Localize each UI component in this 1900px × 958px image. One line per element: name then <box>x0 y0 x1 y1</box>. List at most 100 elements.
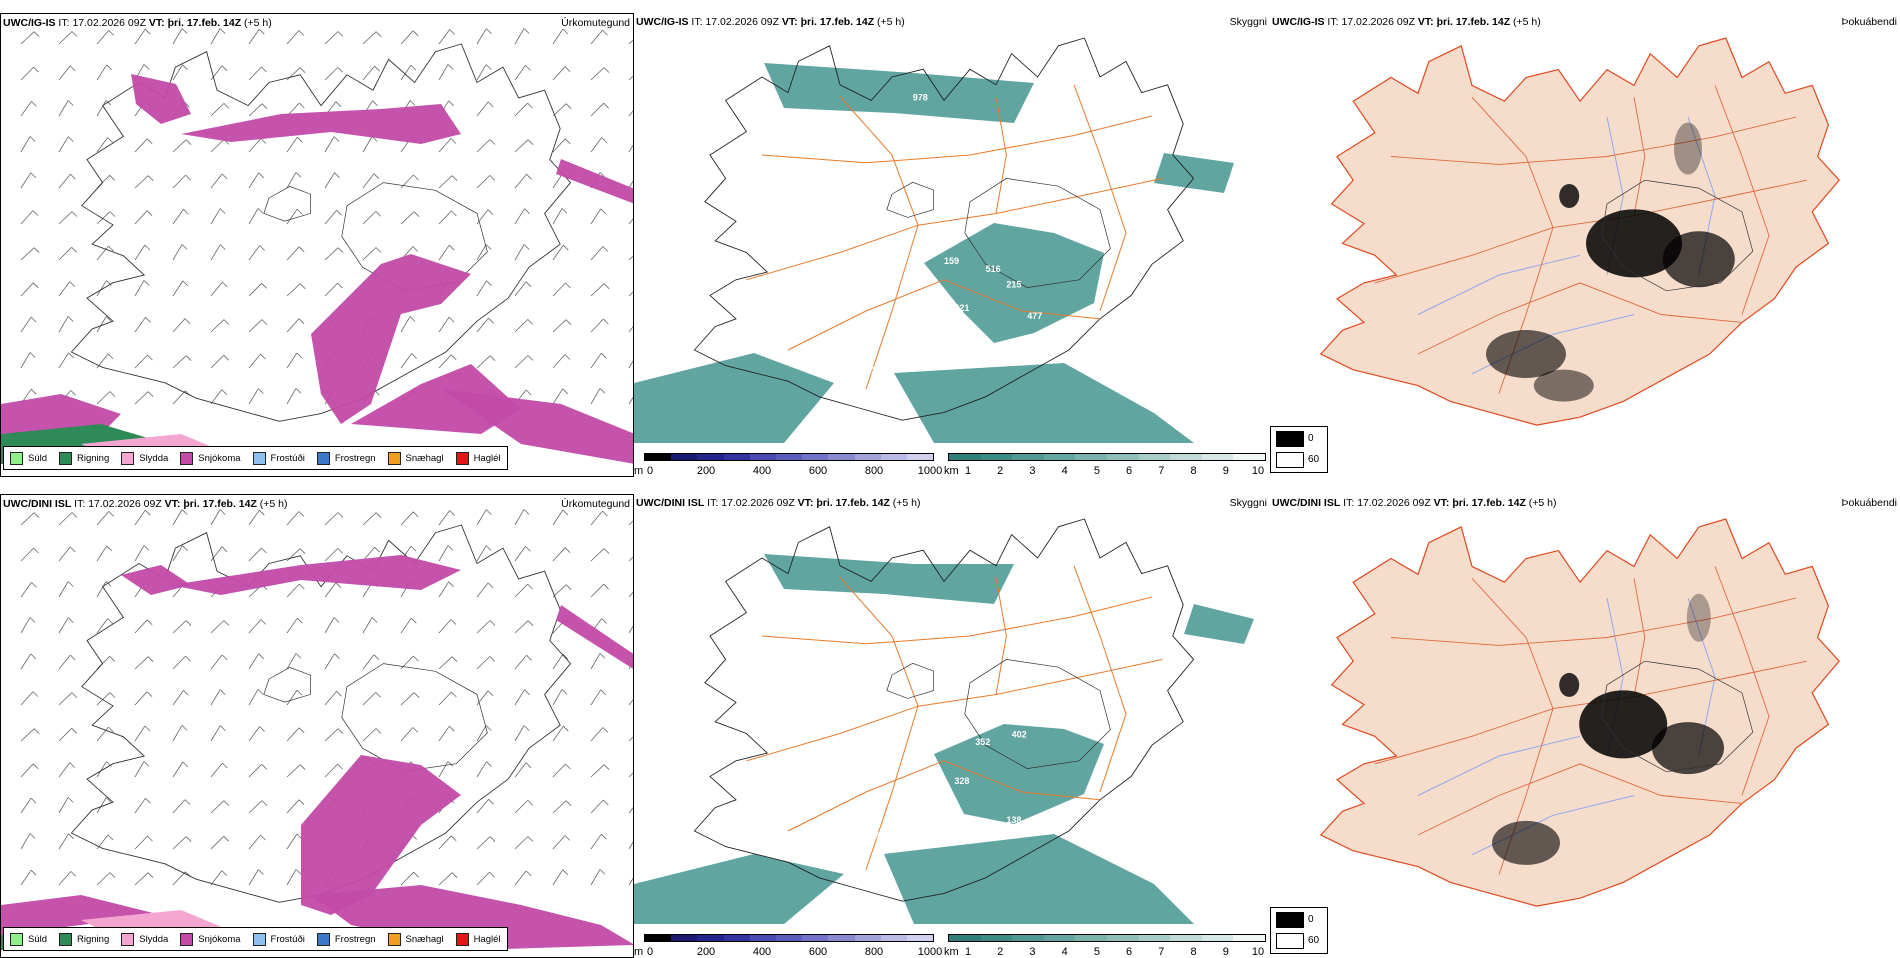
visibility-colorbar: km 1 2 3 4 5 6 7 8 9 10 <box>944 931 1270 958</box>
legend-item: Haglél <box>455 932 501 946</box>
legend-swatch <box>316 932 330 946</box>
legend-label: Snjókoma <box>198 933 241 945</box>
visibility-unit: km <box>944 946 959 958</box>
visibility-colorbar: km 1 2 3 4 5 6 7 8 9 10 <box>944 450 1270 477</box>
legend-swatch <box>121 932 135 946</box>
visibility-tick: 4 <box>1061 465 1068 477</box>
legend-label: Snæhagl <box>405 933 444 945</box>
legend-swatch <box>59 451 73 465</box>
ceiling-tick: 400 <box>752 946 772 958</box>
legend-swatch <box>252 451 266 465</box>
visibility-tick: 4 <box>1061 946 1068 958</box>
visibility-tick: 10 <box>1251 946 1265 958</box>
visibility-value-label: 162 <box>871 862 886 872</box>
visibility-tick: 1 <box>964 465 972 477</box>
legend-label: Frostúði <box>270 933 305 945</box>
legend-swatch <box>252 932 266 946</box>
ceiling-tick: 600 <box>808 946 828 958</box>
ceiling-tick: 200 <box>696 946 716 958</box>
legend-swatch <box>59 932 73 946</box>
visibility-tick: 8 <box>1190 946 1197 958</box>
visibility-tick: 5 <box>1093 946 1100 958</box>
ceiling-tick: 200 <box>696 465 716 477</box>
legend-label: Haglél <box>473 933 501 945</box>
fog-map <box>1319 37 1841 426</box>
fog-legend: 0 60 <box>1270 426 1328 473</box>
visibility-unit: km <box>944 465 959 477</box>
legend-swatch <box>316 451 330 465</box>
ceiling-tick: 0 <box>646 946 654 958</box>
visibility-tick: 3 <box>1029 946 1036 958</box>
precip-type-panel: UWC/IG-IS IT: 17.02.2026 09Z VT: þri. 17… <box>0 13 634 477</box>
visibility-value-label: 477 <box>1027 311 1042 321</box>
visibility-value-label: 402 <box>1012 729 1027 739</box>
visibility-value-label: 414 <box>1012 338 1027 348</box>
legend-swatch <box>10 932 23 946</box>
legend-item: Slydda <box>121 932 168 946</box>
legend-label: Frostúði <box>270 452 305 464</box>
precip-map <box>1 28 633 464</box>
ceiling-colorbar-strip <box>644 934 934 942</box>
visibility-tick: 2 <box>997 946 1004 958</box>
legend-label: Rigning <box>77 452 110 464</box>
legend-label: Rigning <box>77 933 110 945</box>
visibility-title: Skyggni <box>1229 497 1267 509</box>
legend-swatch <box>455 932 469 946</box>
visibility-value-label: 58 <box>861 389 871 399</box>
precip-legend: Súld Rigning Slydda Snjókoma Frostúði Frostre… <box>3 927 508 951</box>
ceiling-tick: 0 <box>646 465 654 477</box>
legend-swatch <box>455 451 469 465</box>
visibility-value-label: 159 <box>944 256 959 266</box>
visibility-tick: 8 <box>1190 465 1197 477</box>
legend-item: Snjókoma <box>180 451 241 465</box>
legend-label: Súld <box>28 452 48 464</box>
legend-label: Frostregn <box>334 933 376 945</box>
ceiling-colorbar: m 0 200 400 600 800 1000 <box>634 931 944 958</box>
fog-title: Þokuábendi <box>1841 16 1897 28</box>
ceiling-colorbar-strip <box>644 453 934 461</box>
visibility-colorbar-strip <box>948 453 1266 461</box>
fog-panel: UWC/DINI ISL IT: 17.02.2026 09Z VT: þri.… <box>1270 494 1900 958</box>
legend-swatch <box>387 451 401 465</box>
ceiling-tick: 1000 <box>917 946 943 958</box>
legend-label: Frostregn <box>334 452 376 464</box>
visibility-value-label: 328 <box>954 776 969 786</box>
panel-title: UWC/IG-IS IT: 17.02.2026 09Z VT: þri. 17… <box>1272 16 1541 28</box>
visibility-tick: 3 <box>1029 465 1036 477</box>
visibility-value-label: 978 <box>913 92 928 102</box>
legend-item: Haglél <box>455 451 501 465</box>
visibility-value-label: 274 <box>871 365 886 375</box>
visibility-map: 209 202 352 402 328 693 225 138 162 <box>634 518 1254 924</box>
precip-legend: Súld Rigning Slydda Snjókoma Frostúði Frostre… <box>3 446 508 470</box>
fog-title: Þokuábendi <box>1841 497 1897 509</box>
visibility-panel: UWC/DINI ISL IT: 17.02.2026 09Z VT: þri.… <box>634 494 1270 958</box>
legend-item: Frostúði <box>252 451 305 465</box>
ceiling-unit: m <box>634 465 644 477</box>
visibility-value-label: 828 <box>954 326 969 336</box>
visibility-value-label: 693 <box>892 811 907 821</box>
legend-label: Haglél <box>473 452 501 464</box>
legend-item: Frostregn <box>316 451 376 465</box>
legend-item: Súld <box>10 451 48 465</box>
legend-swatch <box>387 932 401 946</box>
ceiling-tick: 400 <box>752 465 772 477</box>
panel-title: UWC/DINI ISL IT: 17.02.2026 09Z VT: þri.… <box>636 497 921 509</box>
visibility-colorbar-strip <box>948 934 1266 942</box>
fog-legend: 0 60 <box>1270 907 1328 954</box>
legend-label: Snjókoma <box>198 452 241 464</box>
legend-item: Frostúði <box>252 932 305 946</box>
ceiling-colorbar: m 0 200 400 600 800 1000 <box>634 450 944 477</box>
visibility-map: 978 58 159 516 215 221 477 828 414 274 906 58 <box>634 37 1234 443</box>
legend-label: Súld <box>28 933 48 945</box>
ceiling-tick: 800 <box>864 946 884 958</box>
visibility-value-label: 209 <box>897 714 912 724</box>
legend-item: Slydda <box>121 451 169 465</box>
ceiling-tick: 1000 <box>917 465 943 477</box>
legend-item: Súld <box>10 932 48 946</box>
legend-swatch <box>121 451 135 465</box>
visibility-title: Skyggni <box>1229 16 1267 28</box>
legend-label: Snæhagl <box>405 452 444 464</box>
visibility-tick: 6 <box>1126 946 1133 958</box>
legend-label: Slydda <box>139 452 169 464</box>
ceiling-tick: 800 <box>864 465 884 477</box>
